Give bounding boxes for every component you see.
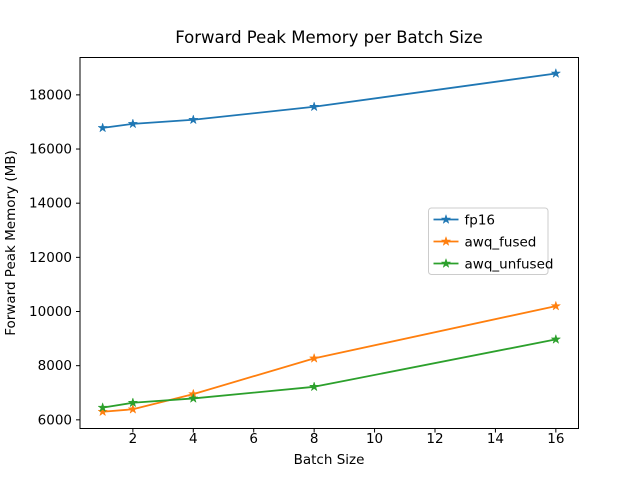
data-point-marker-fp16 (550, 67, 562, 79)
legend-item-awq_unfused: awq_unfused (433, 256, 554, 272)
x-tick-label: 12 (426, 431, 443, 447)
plot-area (79, 57, 579, 429)
x-axis-label: Batch Size (294, 452, 365, 468)
y-tick-label: 18000 (29, 87, 72, 103)
data-point-marker-fp16 (127, 118, 139, 129)
legend-label: awq_fused (465, 234, 537, 250)
legend-swatch-marker (440, 235, 452, 247)
y-tick-label: 16000 (29, 142, 72, 158)
legend-item-awq_fused: awq_fused (433, 234, 537, 250)
legend-label: awq_unfused (465, 256, 554, 272)
data-point-marker-awq_unfused (550, 333, 562, 344)
data-point-marker-fp16 (187, 114, 199, 125)
y-axis-label: Forward Peak Memory (MB) (3, 150, 19, 336)
data-point-marker-awq_unfused (97, 402, 108, 413)
data-point-marker-awq_fused (550, 300, 562, 311)
x-tick-label: 16 (547, 431, 564, 447)
data-point-marker-awq_fused (97, 406, 108, 417)
data-point-marker-fp16 (308, 101, 320, 112)
legend-item-fp16: fp16 (433, 212, 496, 228)
legend-box (428, 207, 549, 275)
axis-ticks: 2 4 6 8 10 12 14 16 6000 8000 10000 12000 14000 16000… (29, 87, 564, 447)
data-point-marker-awq_fused (127, 403, 139, 414)
legend-label: fp16 (465, 212, 496, 228)
y-tick-label: 12000 (29, 250, 72, 266)
chart-title: Forward Peak Memory per Batch Size (175, 28, 483, 47)
legend: fp16 awq_fused awq_unfused (428, 207, 554, 275)
legend-swatch-marker (440, 257, 452, 269)
data-point-marker-awq_fused (308, 352, 320, 363)
data-point-marker-awq_unfused (127, 397, 139, 408)
y-tick-label: 6000 (38, 412, 72, 428)
legend-swatch-marker (440, 213, 452, 225)
data-series (97, 67, 562, 417)
y-tick-label: 8000 (38, 358, 72, 374)
x-tick-label: 10 (366, 431, 383, 447)
data-point-marker-awq_unfused (308, 381, 320, 392)
x-tick-label: 4 (189, 431, 198, 447)
y-tick-label: 14000 (29, 196, 72, 212)
x-tick-label: 2 (129, 431, 138, 447)
x-tick-label: 14 (487, 431, 504, 447)
x-tick-label: 8 (310, 431, 319, 447)
y-tick-label: 10000 (29, 304, 72, 320)
data-point-marker-fp16 (97, 122, 108, 133)
data-point-marker-awq_unfused (187, 392, 199, 403)
x-tick-label: 6 (249, 431, 258, 447)
